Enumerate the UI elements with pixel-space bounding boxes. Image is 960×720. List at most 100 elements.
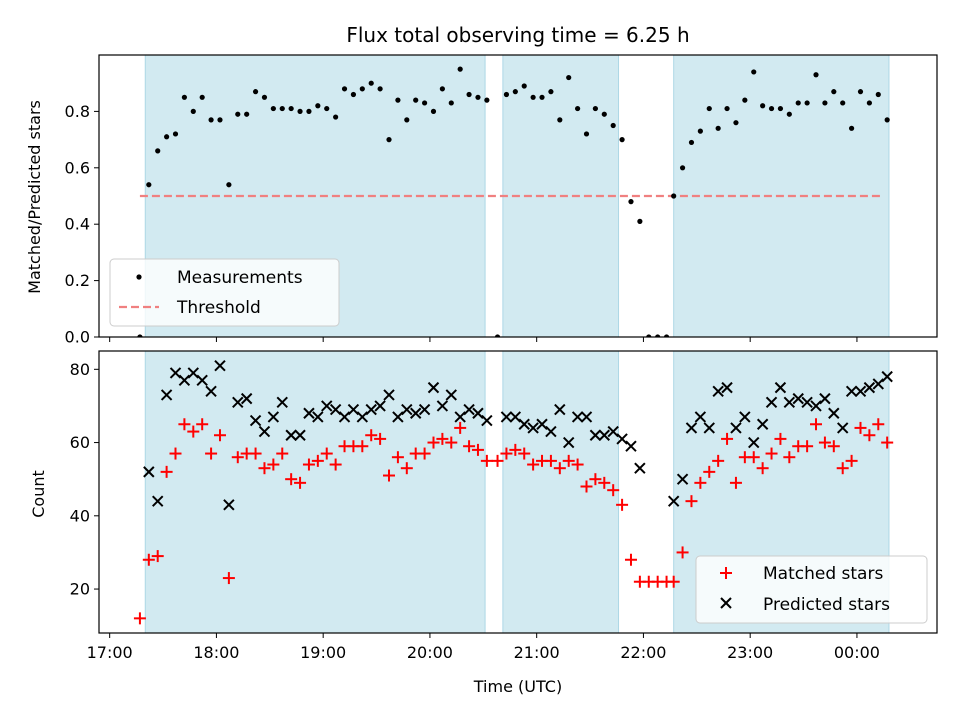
measurement-point [306, 108, 312, 114]
bottom-x-tick-label: 00:00 [834, 643, 880, 662]
matched-stars-point [667, 575, 680, 588]
measurement-point [190, 108, 196, 114]
matched-stars-point [518, 447, 531, 460]
predicted-stars-point-b [303, 407, 315, 419]
predicted-stars-point-b [616, 433, 628, 445]
measurement-point [884, 117, 890, 123]
measurement-point [261, 94, 268, 100]
predicted-stars-point [196, 374, 208, 387]
predicted-stars-point-b [703, 422, 715, 434]
predicted-stars-point [418, 403, 431, 416]
bottom-legend-box [695, 555, 928, 624]
measurement-point [512, 89, 518, 95]
predicted-stars-point-b [418, 403, 431, 416]
measurement-point [350, 91, 357, 98]
predicted-stars-point [854, 385, 867, 397]
predicted-stars-point [374, 400, 386, 412]
predicted-stars-point-b [634, 462, 646, 474]
measurement-point [671, 193, 677, 199]
measurement-point [530, 94, 536, 100]
predicted-stars-point-b [436, 400, 449, 412]
predicted-stars-point [721, 381, 733, 394]
predicted-stars-point-b [329, 403, 342, 416]
predicted-stars-point-b [205, 385, 217, 397]
measurement-point [715, 125, 721, 131]
predicted-stars-point-b [694, 411, 707, 423]
predicted-stars-point [712, 385, 724, 397]
top-legend-box [109, 258, 340, 327]
predicted-stars-point-b [267, 411, 280, 423]
predicted-stars-point [401, 403, 413, 416]
predicted-stars-point-b [401, 403, 413, 416]
top-y-tick-label: 0.6 [65, 158, 90, 177]
matched-stars-point [374, 432, 387, 445]
measurement-point [663, 334, 670, 337]
matched-stars-point [222, 572, 235, 585]
predicted-stars-point-b [223, 499, 235, 511]
predicted-stars-point [783, 396, 796, 408]
measurement-point [252, 89, 259, 95]
predicted-stars-point [545, 425, 557, 438]
measurement-point [315, 103, 321, 109]
predicted-stars-point [571, 411, 584, 423]
predicted-stars-point [562, 436, 575, 449]
measurement-point [566, 74, 572, 81]
matched-stars-point [527, 458, 540, 471]
matched-stars-point [721, 432, 734, 445]
bottom-y-axis-label: Count [29, 470, 48, 518]
legend-threshold-label: Threshold [176, 298, 261, 318]
predicted-stars-point [819, 392, 831, 405]
measurement-point [395, 97, 401, 103]
predicted-stars-point [240, 392, 253, 405]
predicted-stars-point [801, 396, 813, 408]
measurement-point [217, 117, 223, 123]
matched-stars-point [480, 454, 493, 467]
matched-stars-point [463, 440, 476, 453]
predicted-stars-point-b [374, 400, 386, 412]
matched-stars-point [196, 418, 209, 431]
matched-stars-point [756, 462, 769, 475]
measurement-point [199, 94, 205, 100]
matched-stars-point [151, 550, 164, 563]
predicted-stars-point [554, 403, 566, 416]
matched-stars-point [187, 425, 200, 438]
predicted-stars-point [845, 385, 858, 397]
measurement-point [421, 100, 428, 106]
matched-stars-point [589, 473, 602, 486]
predicted-stars-point-b [748, 436, 760, 449]
predicted-stars-point [730, 422, 742, 434]
bottom-observing-window [144, 351, 486, 633]
measurement-point [795, 100, 801, 106]
measurement-point [786, 111, 792, 117]
predicted-stars-point [607, 425, 619, 438]
predicted-stars-point-b [863, 381, 876, 394]
predicted-stars-point-b [667, 495, 680, 507]
matched-stars-point [427, 436, 440, 449]
matched-stars-point [881, 436, 894, 449]
legend-predicted-marker [720, 597, 732, 609]
predicted-stars-point [580, 411, 593, 423]
matched-stars-point [553, 462, 566, 475]
measurement-point [557, 117, 563, 123]
predicted-stars-point [365, 403, 377, 416]
measurement-point [822, 100, 828, 106]
measurement-point [848, 125, 855, 131]
top-y-tick-label: 0.4 [65, 215, 90, 234]
predicted-stars-point-b [509, 411, 522, 423]
matched-stars-point [160, 465, 173, 478]
predicted-stars-point-b [774, 381, 787, 394]
matched-stars-point [624, 553, 637, 566]
matched-stars-point [783, 451, 796, 464]
predicted-stars-point-b [783, 396, 796, 408]
predicted-stars-point-b [232, 396, 244, 408]
predicted-stars-point-b [545, 425, 557, 438]
predicted-stars-point [509, 411, 522, 423]
measurement-point [368, 80, 374, 86]
measurement-point [503, 91, 510, 98]
predicted-stars-point [454, 411, 466, 423]
top-plot-area [137, 55, 890, 337]
measurement-point [341, 86, 348, 92]
matched-stars-point [676, 546, 689, 559]
matched-stars-point [391, 451, 404, 464]
measurement-point [592, 105, 598, 112]
